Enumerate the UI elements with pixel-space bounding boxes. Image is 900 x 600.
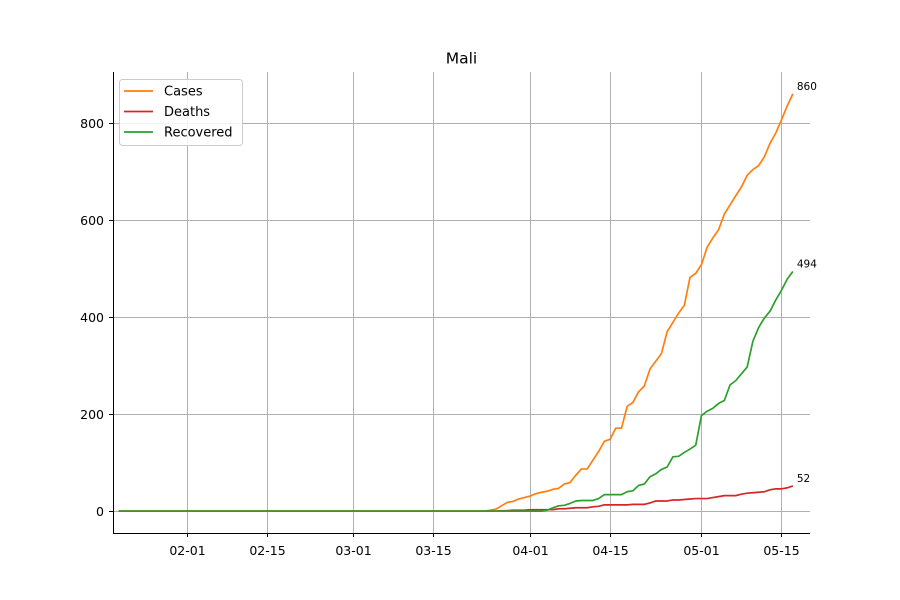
x-tick-label: 04-01 (512, 543, 548, 558)
end-value-label-cases: 860 (797, 81, 817, 93)
x-tick-label: 05-01 (683, 543, 719, 558)
legend-label-deaths: Deaths (164, 105, 210, 120)
y-tick-label: 800 (80, 116, 104, 131)
x-tick-label: 02-01 (169, 543, 205, 558)
y-tick-label: 600 (80, 213, 104, 228)
ticks: 02-01 02-15 03-01 03-15 04-01 04-15 05-01 05-15… (80, 116, 800, 558)
x-tick-label: 03-01 (335, 543, 371, 558)
legend-label-cases: Cases (164, 85, 203, 100)
end-value-label-deaths: 52 (797, 473, 810, 485)
legend-label-recovered: Recovered (164, 126, 233, 141)
series-line-recovered (118, 270, 794, 513)
y-tick-label: 200 (80, 407, 104, 422)
end-value-label-recovered: 494 (797, 258, 817, 270)
legend-box (119, 79, 243, 146)
series-layer (118, 93, 794, 513)
x-tick-label: 04-15 (592, 543, 628, 558)
legend: Cases Deaths Recovered (119, 79, 243, 146)
y-tick-label: 400 (80, 310, 104, 325)
y-tick-label: 0 (96, 504, 104, 519)
axes (113, 72, 810, 534)
x-tick-label: 03-15 (415, 543, 451, 558)
chart-title: Mali (446, 50, 477, 68)
x-tick-label: 05-15 (763, 543, 799, 558)
end-labels: 860 52 494 (797, 81, 817, 485)
x-tick-label: 02-15 (249, 543, 285, 558)
